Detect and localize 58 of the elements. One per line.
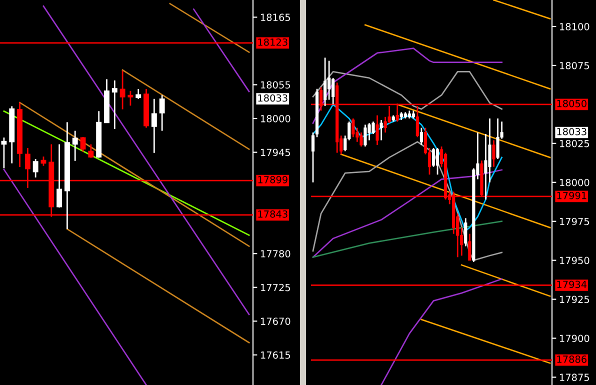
candlestick bbox=[1, 136, 7, 169]
candlestick bbox=[151, 98, 157, 154]
candlestick bbox=[420, 127, 424, 146]
line-series bbox=[312, 220, 502, 258]
candlestick bbox=[436, 147, 440, 176]
candlestick bbox=[432, 147, 436, 168]
candlestick bbox=[324, 56, 327, 107]
candlestick bbox=[128, 90, 134, 106]
y-tick-label: 18000 bbox=[560, 178, 590, 186]
candlestick bbox=[80, 136, 86, 152]
line-series bbox=[312, 169, 502, 258]
candlestick bbox=[364, 124, 367, 148]
y-tick-label: 18055 bbox=[261, 81, 290, 89]
candlestick bbox=[360, 132, 363, 148]
y-tick-label: 17670 bbox=[261, 318, 290, 325]
ref-line-label: 18050 bbox=[557, 100, 586, 108]
y-tick-label: 17945 bbox=[261, 148, 290, 156]
ref-line-label: 17934 bbox=[557, 280, 587, 288]
candlestick bbox=[352, 118, 355, 138]
y-tick-label: 18025 bbox=[560, 140, 590, 148]
ref-line-label: 17899 bbox=[258, 176, 288, 184]
candlestick bbox=[492, 140, 496, 168]
y-tick-label: 17725 bbox=[261, 284, 290, 292]
ref-line-label: 17886 bbox=[557, 356, 586, 363]
y-tick-label: 17900 bbox=[560, 334, 590, 342]
y-tick-label: 18000 bbox=[261, 114, 290, 122]
ref-line-label: 17991 bbox=[557, 192, 586, 200]
candlestick bbox=[32, 158, 38, 178]
candlestick bbox=[496, 118, 500, 160]
candlestick bbox=[311, 132, 315, 184]
candlestick bbox=[112, 80, 118, 130]
line-series bbox=[312, 48, 502, 124]
y-tick-label: 18075 bbox=[560, 62, 590, 70]
y-tick-label: 18165 bbox=[261, 14, 290, 22]
candlestick bbox=[376, 114, 379, 146]
candlestick bbox=[159, 94, 165, 132]
candlestick bbox=[120, 70, 126, 110]
ref-line-label: 17843 bbox=[258, 210, 288, 218]
line-series bbox=[312, 141, 502, 261]
y-tick-label: 17780 bbox=[261, 250, 290, 258]
candlestick bbox=[468, 233, 472, 261]
y-tick-label: 18100 bbox=[560, 22, 590, 30]
line-series bbox=[312, 71, 502, 110]
candlestick bbox=[380, 119, 383, 141]
ref-line-label: 18123 bbox=[258, 38, 288, 46]
y-tick-label: 17950 bbox=[560, 256, 590, 264]
y-tick-label: 17925 bbox=[560, 296, 590, 304]
candlestick bbox=[464, 218, 468, 247]
y-tick-label: 17615 bbox=[261, 351, 290, 359]
candlestick bbox=[88, 144, 94, 158]
y-tick-label: 17975 bbox=[560, 218, 590, 226]
text: 18033 bbox=[557, 128, 586, 136]
candlestick bbox=[56, 144, 62, 208]
line-series bbox=[380, 278, 502, 385]
candlestick bbox=[72, 130, 78, 162]
candlestick bbox=[136, 88, 142, 100]
y-tick-label: 17875 bbox=[560, 374, 590, 382]
text: 18033 bbox=[258, 94, 288, 102]
